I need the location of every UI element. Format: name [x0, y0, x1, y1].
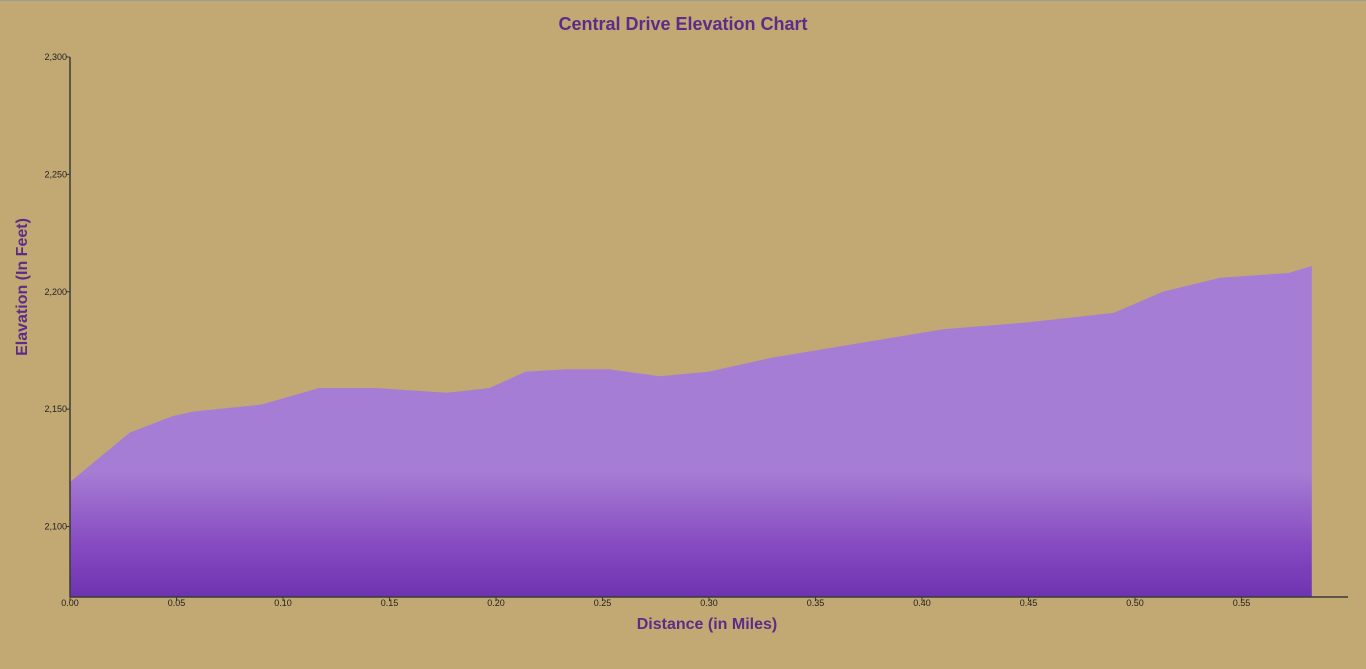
- y-tick-label: 2,150: [44, 404, 67, 414]
- x-tick-label: 0.40: [913, 598, 931, 608]
- x-tick-label: 0.15: [381, 598, 399, 608]
- x-axis-title: Distance (in Miles): [637, 616, 777, 633]
- x-tick-label: 0.35: [807, 598, 825, 608]
- x-tick-label: 0.20: [487, 598, 505, 608]
- x-tick-label: 0.10: [274, 598, 292, 608]
- x-tick-label: 0.30: [700, 598, 718, 608]
- x-tick-label: 0.00: [61, 598, 79, 608]
- x-tick-label: 0.50: [1126, 598, 1144, 608]
- plot-area: 2,100 2,150 2,200 2,250 2,300 0.00 0.05 0.10 0.1…: [44, 52, 1348, 608]
- y-tick-label: 2,200: [44, 287, 67, 297]
- chart-title: Central Drive Elevation Chart: [558, 14, 807, 34]
- x-tick-label: 0.25: [594, 598, 612, 608]
- y-tick-label: 2,250: [44, 169, 67, 179]
- x-tick-label: 0.05: [168, 598, 186, 608]
- y-tick-label: 2,300: [44, 52, 67, 62]
- x-tick-label: 0.55: [1233, 598, 1251, 608]
- y-axis-title: Elavation (In Feet): [14, 218, 31, 356]
- x-tick-label: 0.45: [1020, 598, 1038, 608]
- elevation-area-series-0: [70, 266, 1312, 597]
- y-tick-label: 2,100: [44, 522, 67, 532]
